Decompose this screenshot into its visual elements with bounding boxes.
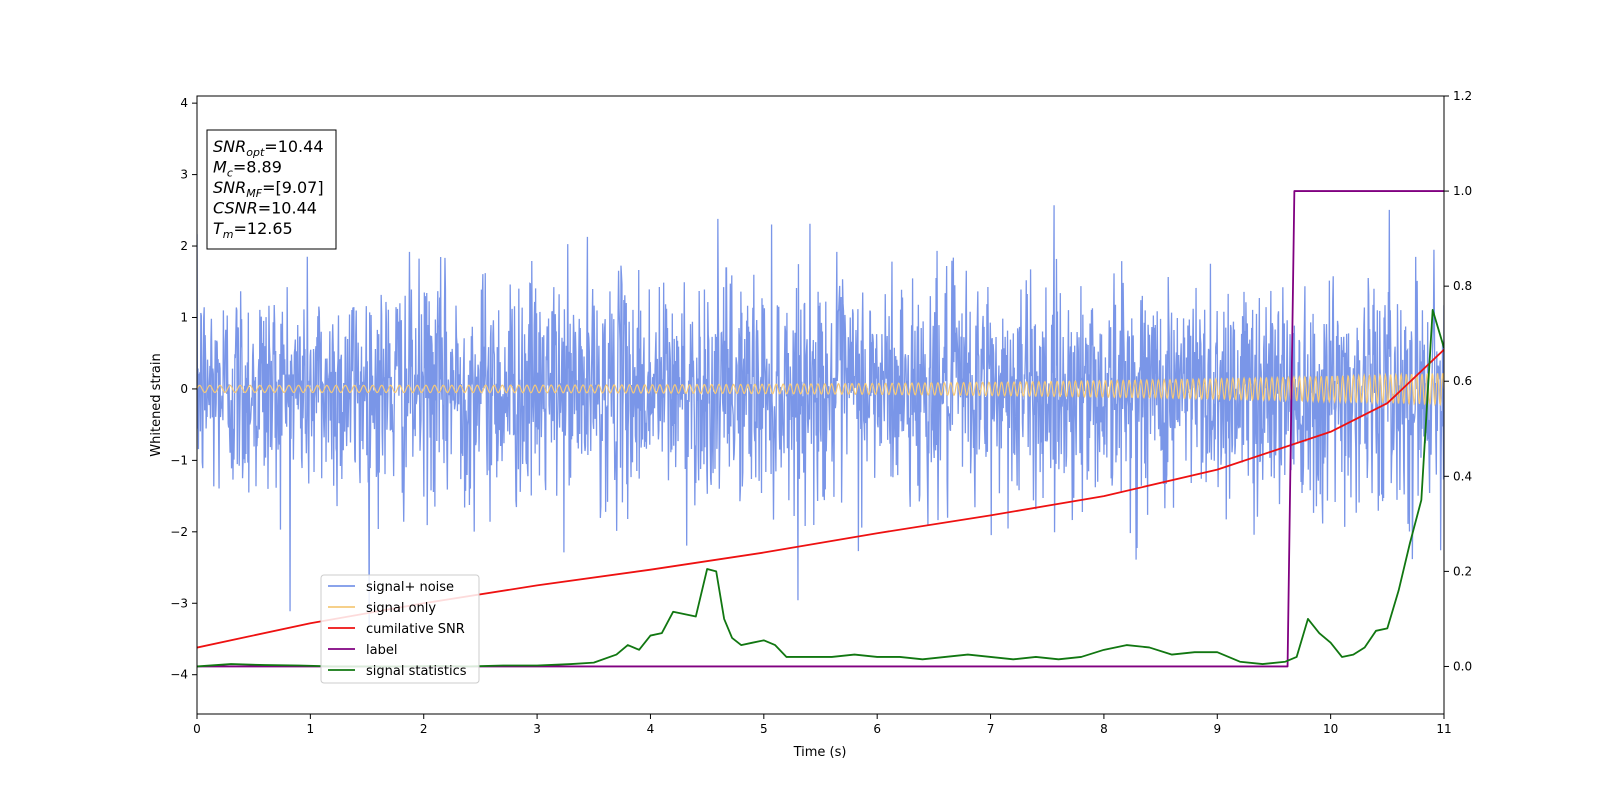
y-tick-label: −3 <box>170 596 188 610</box>
series-signal-only-line <box>197 372 1444 407</box>
x-tick-label: 1 <box>307 722 315 736</box>
x-axis: 0 1 2 3 4 5 6 7 8 9 10 11 <box>193 714 1452 736</box>
annotation-line: Mc=8.89 <box>213 158 282 180</box>
y-axis-left: −4 −3 −2 −1 0 1 2 3 4 <box>170 96 197 682</box>
y2-tick-label: 1.0 <box>1453 184 1472 198</box>
legend-label: signal+ noise <box>366 580 454 595</box>
x-tick-label: 2 <box>420 722 428 736</box>
y-tick-label: 1 <box>180 310 188 324</box>
annotation-line: Tm=12.65 <box>213 219 293 241</box>
y2-tick-label: 0.2 <box>1453 564 1472 578</box>
annotation-line: SNRMF=[9.07] <box>213 178 324 200</box>
y2-tick-label: 0.6 <box>1453 374 1472 388</box>
y-tick-label: −2 <box>170 525 188 539</box>
y-tick-label: 3 <box>180 168 188 182</box>
y2-tick-label: 0.0 <box>1453 659 1472 673</box>
annotation-line: CSNR=10.44 <box>213 199 317 218</box>
x-tick-label: 6 <box>873 722 881 736</box>
legend: signal+ noise signal only cumilative SNR la… <box>320 574 480 684</box>
series-signal-statistics-line <box>197 309 1444 668</box>
annotation-frame <box>206 129 337 250</box>
series-signal-noise-line <box>197 205 1444 626</box>
plot-frame <box>196 95 1445 715</box>
y-tick-label: 0 <box>180 382 188 396</box>
x-tick-label: 8 <box>1100 722 1108 736</box>
legend-frame <box>320 574 480 684</box>
series-label-line <box>197 190 1444 668</box>
y-tick-label: −1 <box>170 453 188 467</box>
x-tick-label: 3 <box>533 722 541 736</box>
x-tick-label: 10 <box>1323 722 1338 736</box>
y2-tick-label: 0.4 <box>1453 469 1472 483</box>
metrics-annotation-box: SNRopt=10.44Mc=8.89SNRMF=[9.07]CSNR=10.4… <box>206 129 337 250</box>
x-axis-label: Time (s) <box>793 745 847 760</box>
y-axis-right: 0.0 0.2 0.4 0.6 0.8 1.0 1.2 <box>1444 89 1472 673</box>
legend-label: signal only <box>366 601 436 616</box>
y-tick-label: 2 <box>180 239 188 253</box>
y-axis-label: Whitened strain <box>149 353 164 456</box>
x-tick-label: 7 <box>987 722 995 736</box>
legend-label: signal statistics <box>366 664 467 679</box>
x-tick-label: 9 <box>1213 722 1221 736</box>
x-tick-label: 11 <box>1436 722 1451 736</box>
legend-label: label <box>366 643 397 658</box>
x-tick-label: 4 <box>647 722 655 736</box>
x-tick-label: 5 <box>760 722 768 736</box>
y-tick-label: 4 <box>180 96 188 110</box>
y-tick-label: −4 <box>170 668 188 682</box>
x-tick-label: 0 <box>193 722 201 736</box>
legend-label: cumilative SNR <box>366 622 465 637</box>
y2-tick-label: 1.2 <box>1453 89 1472 103</box>
y2-tick-label: 0.8 <box>1453 279 1472 293</box>
annotation-line: SNRopt=10.44 <box>213 137 324 159</box>
